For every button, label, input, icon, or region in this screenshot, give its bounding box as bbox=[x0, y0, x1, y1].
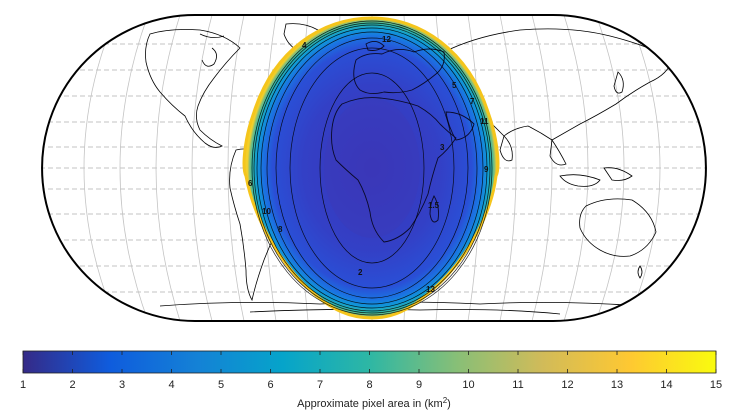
world-map: 2 1.5 3 4 5 6 7 8 9 10 11 12 13 bbox=[41, 14, 707, 322]
colorbar-label: Approximate pixel area in (km2) bbox=[297, 396, 451, 410]
colorbar-tick-label: 15 bbox=[710, 379, 722, 391]
contour-label-8: 8 bbox=[278, 225, 283, 234]
colorbar-tick-label: 11 bbox=[512, 379, 523, 391]
colorbar-tick-label: 1 bbox=[20, 379, 26, 391]
contour-label-12: 12 bbox=[382, 35, 391, 44]
coverage-disk bbox=[242, 16, 500, 320]
contour-label-11: 11 bbox=[480, 117, 489, 126]
colorbar-tick-label: 7 bbox=[317, 379, 323, 391]
colorbar-tick-label: 6 bbox=[267, 379, 273, 391]
colorbar-ticks: 1 2 3 4 5 6 7 8 9 10 11 12 13 14 15 bbox=[20, 351, 722, 391]
contour-label-13: 13 bbox=[426, 285, 435, 294]
colorbar-tick-label: 2 bbox=[69, 379, 75, 391]
colorbar-tick-label: 5 bbox=[218, 379, 224, 391]
contour-label-1-5: 1.5 bbox=[428, 201, 440, 210]
land-outlines-over-disk bbox=[331, 41, 475, 243]
contour-label-7: 7 bbox=[470, 97, 475, 106]
colorbar-tick-label: 8 bbox=[366, 379, 372, 391]
graticule-parallels bbox=[42, 43, 706, 293]
colorbar: 1 2 3 4 5 6 7 8 9 10 11 12 13 14 15 Approximate pixel … bbox=[20, 350, 722, 410]
contour-label-9: 9 bbox=[484, 165, 489, 174]
contour-label-6: 6 bbox=[248, 179, 253, 188]
colorbar-tick-label: 14 bbox=[660, 379, 672, 391]
colorbar-tick-label: 10 bbox=[462, 379, 474, 391]
graticule-meridians bbox=[83, 15, 661, 321]
colorbar-tick-label: 3 bbox=[119, 379, 125, 391]
colorbar-tick-label: 4 bbox=[168, 379, 174, 391]
map-frame bbox=[41, 14, 707, 322]
colorbar-tick-label: 9 bbox=[416, 379, 422, 391]
contour-labels: 2 1.5 3 4 5 6 7 8 9 10 11 12 13 bbox=[248, 35, 489, 294]
contour-label-10: 10 bbox=[262, 207, 271, 216]
contour-label-3: 3 bbox=[440, 143, 445, 152]
colorbar-tick-label: 12 bbox=[561, 379, 573, 391]
contour-label-2: 2 bbox=[358, 268, 363, 277]
contour-label-5: 5 bbox=[452, 81, 457, 90]
contour-lines bbox=[251, 20, 493, 316]
coverage-core bbox=[324, 98, 420, 238]
colorbar-tick-label: 13 bbox=[611, 379, 623, 391]
contour-label-4: 4 bbox=[302, 41, 307, 50]
